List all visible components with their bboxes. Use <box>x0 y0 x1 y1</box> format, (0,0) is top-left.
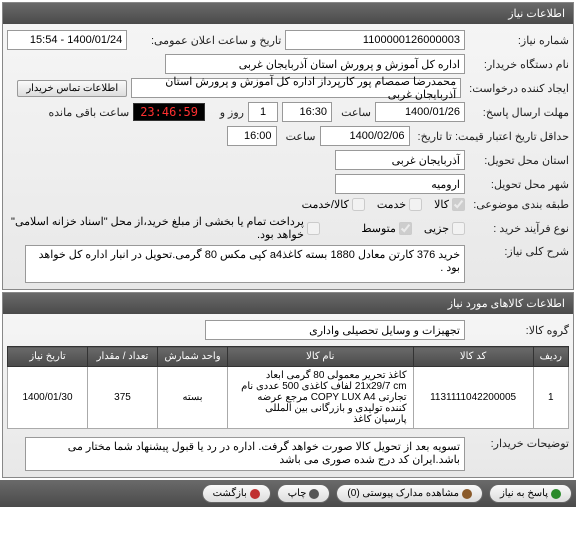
buyer-org-value: اداره کل آموزش و پرورش استان آذربایجان غ… <box>165 54 465 74</box>
col-name: نام کالا <box>228 347 414 367</box>
public-date-value: 1400/01/24 - 15:54 <box>7 30 127 50</box>
table-header-row: ردیف کد کالا نام کالا واحد شمارش تعداد /… <box>8 347 569 367</box>
cb-partial-payment <box>307 222 320 235</box>
footer-bar: پاسخ به نیاز مشاهده مدارک پیوستی (0) چاپ… <box>0 480 576 507</box>
print-label: چاپ <box>288 488 307 499</box>
cell-r1-unit: بسته <box>158 367 228 429</box>
need-info-panel: اطلاعات نیاز شماره نیاز: 110000012600000… <box>2 2 574 290</box>
buy-type-label: نوع فرآیند خرید : <box>469 222 569 235</box>
package-label: طبقه بندی موضوعی: <box>469 198 569 211</box>
cell-r1-date: 1400/01/30 <box>8 367 88 429</box>
goods-body: گروه کالا: تجهیزات و وسایل تحصیلی واداری… <box>3 314 573 477</box>
cb-small-item: جزیی <box>424 222 465 235</box>
cb-goods <box>452 198 465 211</box>
city-value: ارومیه <box>335 174 465 194</box>
buyer-org-label: نام دستگاه خریدار: <box>469 58 569 71</box>
print-icon <box>309 489 319 499</box>
buy-type-group: جزیی متوسط پرداخت تمام یا بخشی از مبلغ خ… <box>7 215 465 241</box>
province-value: آذربایجان غربی <box>335 150 465 170</box>
cb-goods-label: کالا <box>434 198 449 211</box>
time-label-1: ساعت <box>336 106 371 119</box>
col-row: ردیف <box>533 347 568 367</box>
cb-goods-service <box>352 198 365 211</box>
back-icon <box>250 489 260 499</box>
cb-service-label: خدمت <box>377 198 406 211</box>
attachment-icon <box>462 489 472 499</box>
cb-medium <box>399 222 412 235</box>
time-label-2: ساعت <box>281 130 316 143</box>
cb-service-item: خدمت <box>377 198 422 211</box>
city-label: شهر محل تحویل: <box>469 178 569 191</box>
col-date: تاریخ نیاز <box>8 347 88 367</box>
cb-medium-label: متوسط <box>361 222 396 235</box>
cb-partial-payment-label: پرداخت تمام یا بخشی از مبلغ خرید،از محل … <box>7 215 304 241</box>
attachments-button[interactable]: مشاهده مدارک پیوستی (0) <box>336 484 483 503</box>
need-no-label: شماره نیاز: <box>469 34 569 47</box>
goods-panel: اطلاعات کالاهای مورد نیاز گروه کالا: تجه… <box>2 292 574 478</box>
cb-medium-item: متوسط <box>361 222 412 235</box>
cb-goods-service-label: کالا/خدمت <box>302 198 349 211</box>
public-date-label: تاریخ و ساعت اعلان عمومی: <box>131 34 281 47</box>
cell-r1-qty: 375 <box>88 367 158 429</box>
group-label: گروه کالا: <box>469 324 569 337</box>
min-credit-date-value: 1400/02/06 <box>320 126 410 146</box>
creator-label: ایجاد کننده درخواست: <box>465 82 569 95</box>
need-no-value: 1100000126000003 <box>285 30 465 50</box>
desc-label: شرح کلی نیاز: <box>469 245 569 258</box>
need-info-body: شماره نیاز: 1100000126000003 تاریخ و ساع… <box>3 24 573 289</box>
remaining-days-label: روز و <box>209 106 244 119</box>
reply-button[interactable]: پاسخ به نیاز <box>489 484 572 503</box>
contact-buyer-button[interactable]: اطلاعات تماس خریدار <box>17 80 127 97</box>
cb-service <box>409 198 422 211</box>
check-icon <box>551 489 561 499</box>
cb-small <box>452 222 465 235</box>
countdown-timer: 23:46:59 <box>133 103 205 121</box>
buyer-notes-value: تسویه بعد از تحویل کالا صورت خواهد گرفت.… <box>25 437 465 471</box>
cell-r1-idx: 1 <box>533 367 568 429</box>
deadline-date-value: 1400/01/26 <box>375 102 465 122</box>
col-qty: تعداد / مقدار <box>88 347 158 367</box>
cb-partial-payment-item: پرداخت تمام یا بخشی از مبلغ خرید،از محل … <box>7 215 320 241</box>
back-button[interactable]: بازگشت <box>202 484 271 503</box>
col-unit: واحد شمارش <box>158 347 228 367</box>
package-checkbox-group: کالا خدمت کالا/خدمت <box>302 198 465 211</box>
cell-r1-code: 1131111042200005 <box>413 367 533 429</box>
creator-value: محمدرضا صمصام پور کارپرداز اداره کل آموز… <box>131 78 461 98</box>
group-value: تجهیزات و وسایل تحصیلی واداری <box>205 320 465 340</box>
need-info-header: اطلاعات نیاز <box>3 3 573 24</box>
deadline-label: مهلت ارسال پاسخ: <box>469 106 569 119</box>
deadline-time-value: 16:30 <box>282 102 332 122</box>
col-code: کد کالا <box>413 347 533 367</box>
province-label: استان محل تحویل: <box>469 154 569 167</box>
reply-label: پاسخ به نیاز <box>500 488 548 499</box>
remaining-label: ساعت باقی مانده <box>39 106 129 119</box>
goods-table: ردیف کد کالا نام کالا واحد شمارش تعداد /… <box>7 346 569 429</box>
back-label: بازگشت <box>213 488 247 499</box>
goods-header: اطلاعات کالاهای مورد نیاز <box>3 293 573 314</box>
attachments-label: مشاهده مدارک پیوستی (0) <box>347 488 459 499</box>
table-row: 1 1131111042200005 کاغذ تحریر معمولی 80 … <box>8 367 569 429</box>
desc-value: خرید 376 کارتن معادل 1880 بسته کاغذa4 کپ… <box>25 245 465 283</box>
min-credit-label: حداقل تاریخ اعتبار قیمت: تا تاریخ: <box>414 130 569 143</box>
cell-r1-name: کاغذ تحریر معمولی 80 گرمی ابعاد 21x29/7 … <box>228 367 414 429</box>
min-credit-time-value: 16:00 <box>227 126 277 146</box>
print-button[interactable]: چاپ <box>277 484 331 503</box>
cb-small-label: جزیی <box>424 222 449 235</box>
cb-goods-item: کالا <box>434 198 465 211</box>
remaining-days-value: 1 <box>248 102 278 122</box>
buyer-notes-label: توضیحات خریدار: <box>469 437 569 450</box>
cb-goods-service-item: کالا/خدمت <box>302 198 365 211</box>
